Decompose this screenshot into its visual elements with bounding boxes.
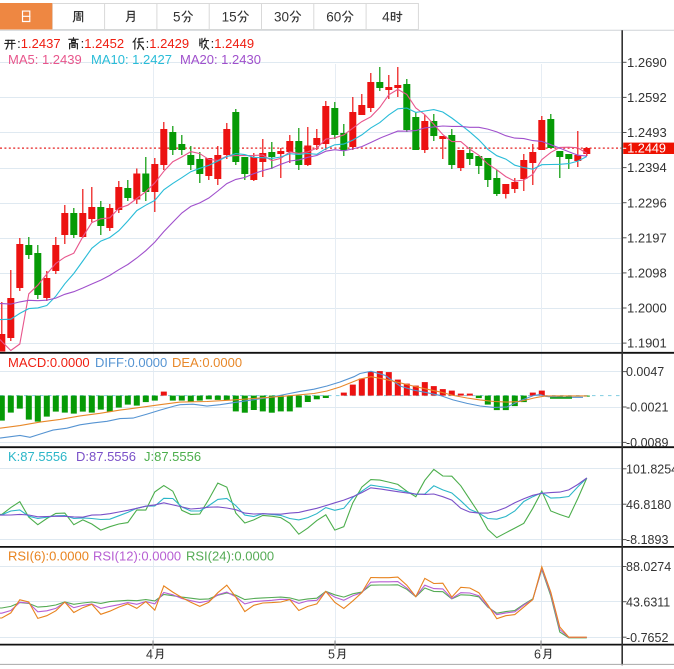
svg-text:1.2493: 1.2493 xyxy=(627,125,667,140)
svg-text:RSI(12):0.0000: RSI(12):0.0000 xyxy=(93,549,181,564)
svg-text:6: 6 xyxy=(534,648,541,662)
svg-text:1.2296: 1.2296 xyxy=(627,195,667,210)
svg-text:60: 60 xyxy=(326,10,341,25)
svg-text:1.2197: 1.2197 xyxy=(627,230,667,245)
svg-text:1.2449: 1.2449 xyxy=(627,142,666,156)
svg-text:K:87.5556: K:87.5556 xyxy=(8,449,67,464)
svg-text:-0.0089: -0.0089 xyxy=(626,436,668,450)
svg-text:-0.0021: -0.0021 xyxy=(626,401,668,415)
svg-text:1.2449: 1.2449 xyxy=(214,36,254,51)
svg-text:1.2437: 1.2437 xyxy=(21,36,61,51)
svg-text:1.2000: 1.2000 xyxy=(627,301,667,316)
svg-text:DIFF:0.0000: DIFF:0.0000 xyxy=(95,355,167,370)
svg-text:MA5: 1.2439: MA5: 1.2439 xyxy=(8,52,82,67)
svg-text:5: 5 xyxy=(173,10,181,25)
svg-text:4: 4 xyxy=(382,10,390,25)
svg-text:-0.7652: -0.7652 xyxy=(626,631,668,645)
svg-text::: : xyxy=(81,36,85,51)
svg-text:43.6311: 43.6311 xyxy=(626,595,670,609)
svg-text:46.8180: 46.8180 xyxy=(626,498,671,512)
svg-text::: : xyxy=(211,36,215,51)
svg-text:1.1901: 1.1901 xyxy=(627,336,667,351)
svg-text::: : xyxy=(146,36,150,51)
svg-text:30: 30 xyxy=(274,10,289,25)
svg-text:15: 15 xyxy=(222,10,237,25)
svg-text:1.2690: 1.2690 xyxy=(627,55,667,70)
svg-text:101.8254: 101.8254 xyxy=(626,462,674,476)
svg-text:D:87.5556: D:87.5556 xyxy=(76,449,136,464)
svg-text::: : xyxy=(17,36,21,51)
svg-text:MACD:0.0000: MACD:0.0000 xyxy=(8,355,90,370)
svg-text:MA10: 1.2427: MA10: 1.2427 xyxy=(91,52,172,67)
svg-text:RSI(6):0.0000: RSI(6):0.0000 xyxy=(8,549,89,564)
svg-text:4: 4 xyxy=(146,648,153,662)
svg-text:1.2394: 1.2394 xyxy=(627,160,667,175)
svg-text:DEA:0.0000: DEA:0.0000 xyxy=(172,355,242,370)
svg-text:5: 5 xyxy=(328,648,335,662)
svg-text:-8.1893: -8.1893 xyxy=(626,533,668,547)
svg-text:88.0274: 88.0274 xyxy=(626,560,671,574)
svg-text:1.2429: 1.2429 xyxy=(149,36,189,51)
svg-text:1.2592: 1.2592 xyxy=(627,90,667,105)
svg-text:MA20: 1.2430: MA20: 1.2430 xyxy=(180,52,261,67)
svg-text:1.2452: 1.2452 xyxy=(84,36,124,51)
svg-text:J:87.5556: J:87.5556 xyxy=(144,449,201,464)
svg-text:RSI(24):0.0000: RSI(24):0.0000 xyxy=(186,549,274,564)
svg-text:0.0047: 0.0047 xyxy=(626,365,664,379)
svg-text:1.2098: 1.2098 xyxy=(627,266,667,281)
